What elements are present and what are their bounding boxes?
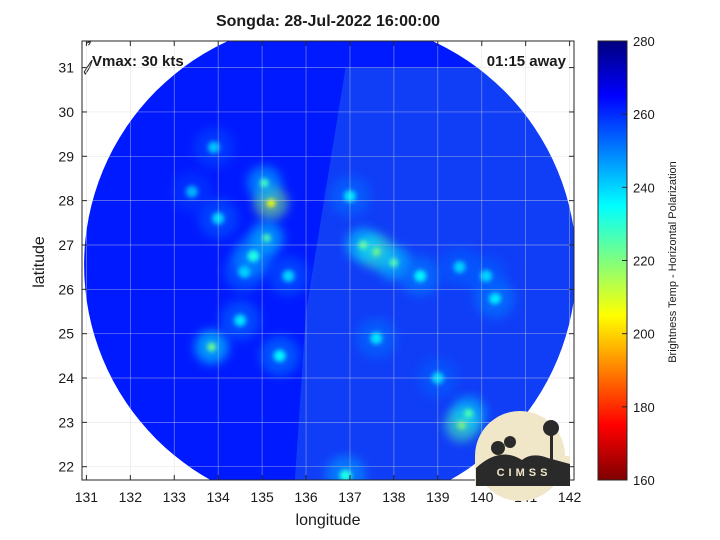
x-tick-label: 137 [338,489,362,505]
feature-core [185,185,198,198]
feature-core [234,314,247,327]
feature-core [273,349,286,362]
chart-title: Songda: 28-Jul-2022 16:00:00 [215,13,441,30]
x-axis-label: longitude [295,512,361,529]
logo-text: CIMSS [497,467,552,479]
x-tick-label: 135 [250,489,274,505]
colorbar-tick-label: 200 [633,327,655,342]
x-tick-label: 142 [558,489,582,505]
colorbar-tick-label: 260 [633,107,655,122]
x-tick-label: 132 [119,489,143,505]
feature-core [480,270,493,283]
feature-core [464,408,474,418]
feature-core [282,270,295,283]
y-tick-label: 31 [58,60,74,76]
cimss-logo: CIMSS [475,411,570,501]
feature-layer [171,127,515,480]
y-tick-label: 27 [58,237,74,253]
vmax-label: Vmax: 30 kts [92,53,184,70]
feature-core [488,292,501,305]
y-tick-label: 22 [58,459,74,475]
feature-core [339,469,352,480]
x-tick-label: 133 [163,489,187,505]
y-tick-label: 30 [58,104,74,120]
y-tick-label: 26 [58,281,74,297]
axes-box [81,40,575,481]
x-tick-label: 136 [294,489,318,505]
x-tick-label: 131 [75,489,99,505]
colorbar-tick-label: 160 [633,473,655,488]
y-tick-label: 25 [58,326,74,342]
x-tick-label: 139 [426,489,450,505]
colorbar-tick-label: 220 [633,254,655,269]
colorbar-tick-label: 280 [633,34,655,49]
feature-core [453,261,466,274]
y-tick-label: 28 [58,193,74,209]
y-tick-label: 23 [58,414,74,430]
feature-core [414,270,427,283]
time-away-label: 01:15 away [486,53,566,70]
axis-ticks: 1311321331341351361371381391401411422223… [58,41,581,505]
colorbar-label: Brightness Temp - Horizontal Polarizatio… [667,161,679,363]
y-tick-label: 24 [58,370,74,386]
feature-core [370,332,383,345]
feature-core [266,198,276,208]
feature-core [207,342,217,352]
y-axis-label: latitude [31,236,48,288]
colorbar-tick-label: 180 [633,400,655,415]
colorbar-ticks: 160 180 200 220 240 260 280 [622,34,655,488]
feature-core [259,178,269,188]
x-tick-label: 134 [206,489,230,505]
feature-core [247,250,260,263]
feature-core [207,141,220,154]
colorbar-tick-label: 240 [633,180,655,195]
y-tick-label: 29 [58,148,74,164]
x-tick-label: 138 [382,489,406,505]
x-tick-label: 140 [470,489,494,505]
